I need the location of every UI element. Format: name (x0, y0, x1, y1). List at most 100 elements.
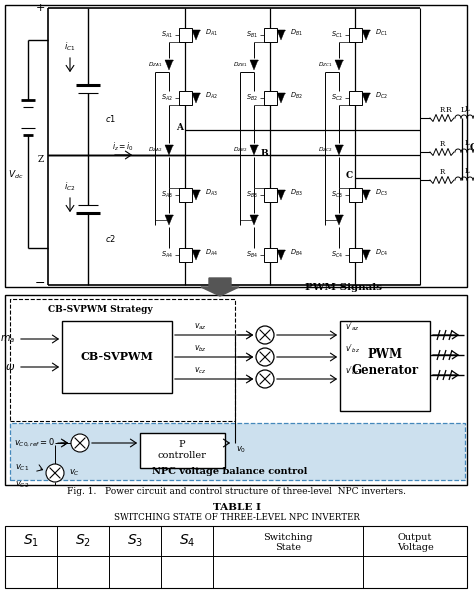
Text: CB-SVPWM Strategy: CB-SVPWM Strategy (48, 304, 152, 313)
Polygon shape (192, 190, 200, 200)
Text: $D_{C4}$: $D_{C4}$ (375, 248, 388, 258)
Bar (264, 188, 277, 202)
Text: $S_{A2}$: $S_{A2}$ (161, 93, 173, 103)
Text: $S_{B3}$: $S_{B3}$ (246, 190, 258, 200)
Text: Switching: Switching (263, 533, 313, 542)
Text: $v_{C1}$: $v_{C1}$ (15, 463, 29, 473)
Circle shape (256, 326, 274, 344)
Text: $S_{C3}$: $S_{C3}$ (331, 190, 343, 200)
Polygon shape (277, 250, 285, 260)
Text: $S_{B1}$: $S_{B1}$ (246, 30, 258, 40)
Text: $D_{B1}$: $D_{B1}$ (290, 28, 303, 38)
Text: $S_3$: $S_3$ (127, 533, 143, 549)
Text: $c1$: $c1$ (105, 113, 116, 123)
Bar (5, 5, 467, 287)
Text: $D_{A3}$: $D_{A3}$ (205, 188, 218, 198)
Text: C: C (346, 172, 353, 181)
Text: $D_{A2}$: $D_{A2}$ (205, 91, 218, 101)
Text: $D_{A4}$: $D_{A4}$ (205, 248, 218, 258)
Text: L: L (465, 139, 469, 147)
Text: $D_{ZA1}$: $D_{ZA1}$ (148, 61, 162, 70)
Text: $D_{ZB2}$: $D_{ZB2}$ (233, 146, 247, 155)
Bar (140, 433, 225, 468)
Bar (264, 91, 277, 105)
Text: $D_{C2}$: $D_{C2}$ (375, 91, 388, 101)
Text: $S_{A3}$: $S_{A3}$ (161, 190, 173, 200)
Text: $D_{ZA2}$: $D_{ZA2}$ (147, 146, 162, 155)
Text: $v_{C2}$: $v_{C2}$ (15, 480, 29, 490)
Text: State: State (275, 543, 301, 552)
Text: $\omega$: $\omega$ (5, 362, 15, 372)
Bar (62, 321, 172, 393)
Text: Z: Z (38, 155, 44, 163)
Circle shape (71, 434, 89, 452)
Polygon shape (362, 93, 370, 103)
Text: $v_{bz}$: $v_{bz}$ (193, 344, 206, 354)
Text: $D_{C1}$: $D_{C1}$ (375, 28, 388, 38)
FancyArrow shape (201, 278, 239, 296)
Bar (5, 295, 467, 485)
Text: $m_a$: $m_a$ (0, 333, 15, 345)
Text: R: R (439, 140, 445, 148)
Polygon shape (277, 30, 285, 40)
Text: Fig. 1.   Power circuit and control structure of three-level  NPC inverters.: Fig. 1. Power circuit and control struct… (67, 487, 407, 497)
Polygon shape (362, 190, 370, 200)
Text: TABLE I: TABLE I (213, 503, 261, 512)
Text: Generator: Generator (351, 363, 419, 376)
Polygon shape (192, 30, 200, 40)
Text: $i_{C2}$: $i_{C2}$ (64, 181, 76, 194)
Bar (264, 28, 277, 42)
Polygon shape (362, 30, 370, 40)
Polygon shape (165, 145, 173, 155)
Text: B: B (260, 149, 268, 158)
Bar (179, 91, 192, 105)
Bar (349, 91, 362, 105)
Text: SWITCHING STATE OF THREE-LEVEL NPC INVERTER: SWITCHING STATE OF THREE-LEVEL NPC INVER… (114, 513, 360, 523)
Bar (349, 188, 362, 202)
Polygon shape (277, 190, 285, 200)
Text: NPC voltage balance control: NPC voltage balance control (152, 467, 308, 476)
Polygon shape (250, 215, 258, 225)
Text: $D_{B2}$: $D_{B2}$ (290, 91, 303, 101)
Text: R: R (439, 106, 445, 114)
Text: +: + (35, 3, 45, 13)
Polygon shape (335, 215, 343, 225)
Text: $i_z = i_0$: $i_z = i_0$ (112, 141, 134, 153)
Text: $V_{dc}$: $V_{dc}$ (8, 169, 24, 181)
Polygon shape (250, 145, 258, 155)
Text: $D_{B4}$: $D_{B4}$ (290, 248, 303, 258)
Text: $D_{ZC2}$: $D_{ZC2}$ (318, 146, 332, 155)
Text: $S_{C1}$: $S_{C1}$ (331, 30, 343, 40)
Text: $D_{B3}$: $D_{B3}$ (290, 188, 303, 198)
Bar (340, 321, 430, 411)
Polygon shape (165, 215, 173, 225)
Bar (179, 248, 192, 262)
Text: $i_{C1}$: $i_{C1}$ (64, 41, 76, 53)
Text: O: O (470, 143, 474, 152)
Text: L: L (461, 106, 465, 114)
Bar (264, 248, 277, 262)
Text: L: L (465, 105, 469, 113)
Text: L: L (465, 167, 469, 175)
Text: $v_{az}$: $v_{az}$ (194, 322, 206, 332)
Text: P
controller: P controller (157, 440, 207, 460)
Polygon shape (362, 250, 370, 260)
Text: $v'_{cz}$: $v'_{cz}$ (345, 365, 360, 377)
Text: R: R (445, 106, 451, 114)
Text: $S_{B2}$: $S_{B2}$ (246, 93, 258, 103)
Bar (179, 28, 192, 42)
Bar (179, 188, 192, 202)
Bar (349, 28, 362, 42)
Bar (5, 526, 467, 588)
Polygon shape (277, 93, 285, 103)
Text: $v'_{az}$: $v'_{az}$ (345, 321, 360, 333)
Polygon shape (165, 60, 173, 70)
Text: −: − (35, 277, 45, 290)
Text: $v_0$: $v_0$ (236, 445, 246, 455)
Text: Voltage: Voltage (397, 543, 433, 552)
Text: $S_2$: $S_2$ (75, 533, 91, 549)
Text: $v_C$: $v_C$ (69, 468, 80, 478)
Polygon shape (192, 250, 200, 260)
Text: $S_{C2}$: $S_{C2}$ (331, 93, 343, 103)
Bar (349, 248, 362, 262)
